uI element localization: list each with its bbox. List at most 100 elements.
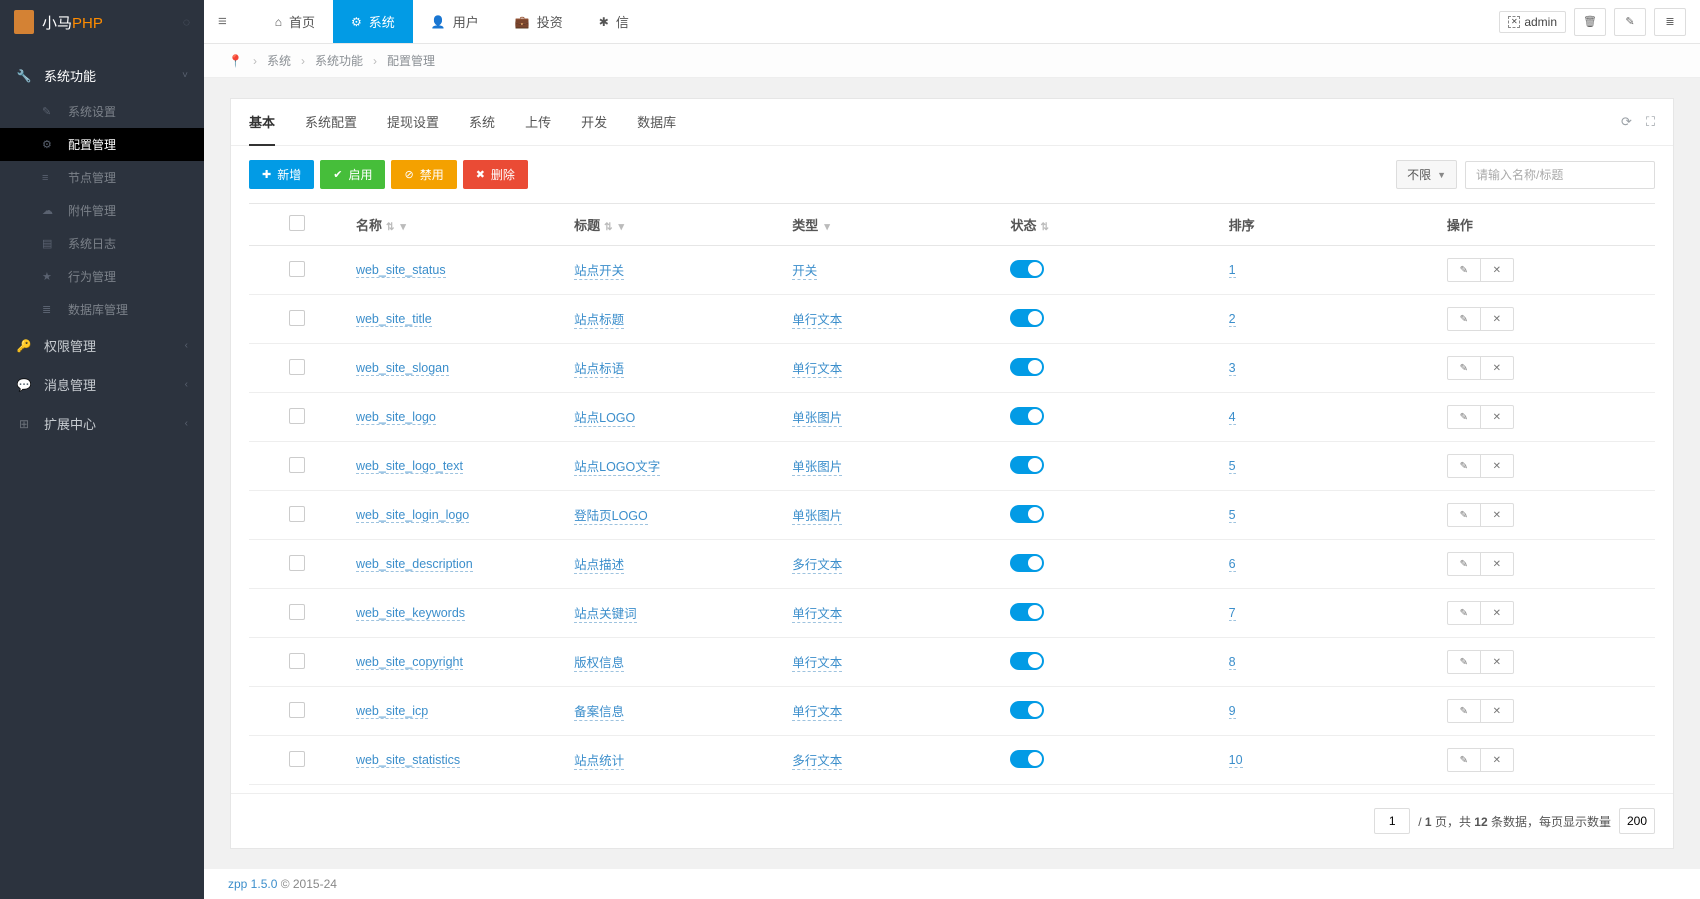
row-sort[interactable]: 8 [1229, 655, 1236, 670]
edit-row-button[interactable]: ✎ [1447, 454, 1481, 478]
row-checkbox[interactable] [289, 751, 305, 767]
delete-row-button[interactable]: ✕ [1480, 258, 1514, 282]
sidebar-item[interactable]: ★行为管理 [0, 260, 204, 293]
crumb-0[interactable]: 系统 [267, 52, 291, 69]
status-toggle[interactable] [1010, 701, 1044, 719]
row-checkbox[interactable] [289, 457, 305, 473]
row-checkbox[interactable] [289, 359, 305, 375]
row-type[interactable]: 单行文本 [792, 358, 842, 378]
delete-row-button[interactable]: ✕ [1480, 552, 1514, 576]
status-toggle[interactable] [1010, 407, 1044, 425]
row-name[interactable]: web_site_logo [356, 410, 436, 425]
edit-row-button[interactable]: ✎ [1447, 650, 1481, 674]
row-type[interactable]: 单张图片 [792, 456, 842, 476]
refresh-icon[interactable]: ⟳ [1621, 114, 1632, 130]
row-name[interactable]: web_site_logo_text [356, 459, 463, 474]
card-tab[interactable]: 数据库 [637, 99, 676, 145]
card-tab[interactable]: 系统 [469, 99, 495, 145]
fullscreen-icon[interactable]: ⛶ [1646, 114, 1655, 130]
delete-row-button[interactable]: ✕ [1480, 307, 1514, 331]
edit-row-button[interactable]: ✎ [1447, 405, 1481, 429]
row-checkbox[interactable] [289, 555, 305, 571]
crumb-1[interactable]: 系统功能 [315, 52, 363, 69]
top-tab[interactable]: 💼投资 [497, 0, 581, 43]
row-name[interactable]: web_site_description [356, 557, 473, 572]
sidebar-item[interactable]: ▤系统日志 [0, 227, 204, 260]
row-type[interactable]: 单张图片 [792, 407, 842, 427]
status-toggle[interactable] [1010, 554, 1044, 572]
user-menu[interactable]: ✕ admin [1499, 11, 1566, 33]
edit-row-button[interactable]: ✎ [1447, 748, 1481, 772]
select-all-checkbox[interactable] [289, 215, 305, 231]
delete-row-button[interactable]: ✕ [1480, 356, 1514, 380]
status-toggle[interactable] [1010, 603, 1044, 621]
trash-button[interactable]: 🗑 [1574, 8, 1606, 36]
filter-icon[interactable]: ▾ [400, 221, 406, 233]
sidebar-group[interactable]: 💬消息管理‹ [0, 365, 204, 404]
disable-button[interactable]: ⊘禁用 [391, 160, 456, 189]
row-checkbox[interactable] [289, 604, 305, 620]
delete-row-button[interactable]: ✕ [1480, 650, 1514, 674]
row-title[interactable]: 站点关键词 [574, 603, 637, 623]
row-sort[interactable]: 7 [1229, 606, 1236, 621]
row-name[interactable]: web_site_status [356, 263, 446, 278]
row-sort[interactable]: 4 [1229, 410, 1236, 425]
row-name[interactable]: web_site_statistics [356, 753, 460, 768]
add-button[interactable]: ✚新增 [249, 160, 314, 189]
card-tab[interactable]: 基本 [249, 99, 275, 146]
row-sort[interactable]: 1 [1229, 263, 1236, 278]
menu-toggle-icon[interactable]: ≡ [218, 13, 227, 30]
row-title[interactable]: 站点开关 [574, 260, 624, 280]
row-sort[interactable]: 5 [1229, 508, 1236, 523]
row-sort[interactable]: 2 [1229, 312, 1236, 327]
row-name[interactable]: web_site_login_logo [356, 508, 469, 523]
enable-button[interactable]: ✔启用 [320, 160, 385, 189]
tint-icon[interactable]: ◌ [183, 15, 190, 29]
row-sort[interactable]: 5 [1229, 459, 1236, 474]
row-checkbox[interactable] [289, 702, 305, 718]
row-type[interactable]: 单行文本 [792, 701, 842, 721]
top-tab[interactable]: 👤用户 [413, 0, 497, 43]
row-checkbox[interactable] [289, 506, 305, 522]
edit-row-button[interactable]: ✎ [1447, 552, 1481, 576]
row-name[interactable]: web_site_keywords [356, 606, 465, 621]
filter-dropdown[interactable]: 不限 ▼ [1396, 160, 1457, 189]
sidebar-item[interactable]: ⚙配置管理 [0, 128, 204, 161]
delete-row-button[interactable]: ✕ [1480, 601, 1514, 625]
sidebar-item[interactable]: ✎系统设置 [0, 95, 204, 128]
row-title[interactable]: 站点标语 [574, 358, 624, 378]
sidebar-group[interactable]: 🔧系统功能˅ [0, 56, 204, 95]
top-tab[interactable]: ⌂首页 [257, 0, 333, 43]
edit-row-button[interactable]: ✎ [1447, 699, 1481, 723]
row-type[interactable]: 单行文本 [792, 603, 842, 623]
row-sort[interactable]: 9 [1229, 704, 1236, 719]
row-checkbox[interactable] [289, 261, 305, 277]
row-name[interactable]: web_site_copyright [356, 655, 463, 670]
card-tab[interactable]: 开发 [581, 99, 607, 145]
delete-row-button[interactable]: ✕ [1480, 454, 1514, 478]
row-type[interactable]: 单行文本 [792, 309, 842, 329]
delete-row-button[interactable]: ✕ [1480, 748, 1514, 772]
row-checkbox[interactable] [289, 310, 305, 326]
row-title[interactable]: 版权信息 [574, 652, 624, 672]
row-type[interactable]: 单行文本 [792, 652, 842, 672]
top-tab[interactable]: ✱信 [581, 0, 647, 43]
row-title[interactable]: 站点统计 [574, 750, 624, 770]
row-title[interactable]: 站点描述 [574, 554, 624, 574]
row-type[interactable]: 多行文本 [792, 554, 842, 574]
edit-row-button[interactable]: ✎ [1447, 601, 1481, 625]
row-sort[interactable]: 3 [1229, 361, 1236, 376]
filter-icon[interactable]: ▾ [824, 221, 830, 233]
col-type[interactable]: 类型 [792, 218, 818, 233]
filter-icon[interactable]: ▾ [619, 221, 625, 233]
col-sort[interactable]: 排序 [1229, 218, 1255, 233]
row-type[interactable]: 多行文本 [792, 750, 842, 770]
status-toggle[interactable] [1010, 750, 1044, 768]
col-title[interactable]: 标题 [574, 218, 600, 233]
top-tab[interactable]: ⚙系统 [333, 0, 413, 43]
row-name[interactable]: web_site_slogan [356, 361, 449, 376]
edit-row-button[interactable]: ✎ [1447, 356, 1481, 380]
row-name[interactable]: web_site_title [356, 312, 432, 327]
card-tab[interactable]: 系统配置 [305, 99, 357, 145]
delete-row-button[interactable]: ✕ [1480, 503, 1514, 527]
